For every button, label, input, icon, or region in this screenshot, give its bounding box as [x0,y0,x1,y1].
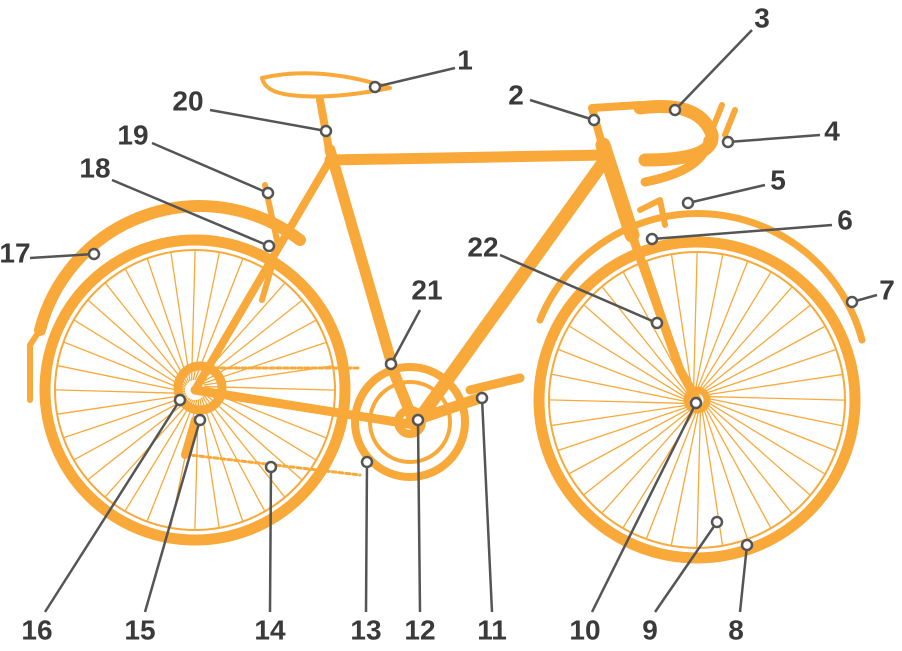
callout-dot [683,198,693,208]
callout-dot [723,137,733,147]
callout-line [655,522,717,612]
spoke [551,405,688,426]
callout-dot [647,234,657,244]
bicycle-illustration [30,73,862,558]
callout-number: 18 [79,152,110,183]
callout-dot [370,82,380,92]
spoke [706,374,843,395]
callout-number: 11 [477,614,507,645]
spoke [57,395,186,414]
spoke [694,252,698,391]
spokes [55,250,845,548]
callout-dot [266,462,276,472]
callout-dot [321,126,331,136]
spoke [707,402,825,474]
callout-dot [691,398,701,408]
callout-line [652,225,832,239]
callout-number: 21 [411,274,442,305]
spoke [706,405,792,513]
callout-number: 14 [254,614,286,645]
callout-number: 13 [350,614,381,645]
rear-fender-tail [30,330,40,400]
callout-dot [742,540,752,550]
callout-number: 8 [728,614,744,645]
callout-dot [263,188,273,198]
spoke [697,261,748,390]
callout-number: 1 [457,44,473,75]
spoke [706,403,810,495]
spoke [697,409,701,548]
spoke [707,400,836,451]
spoke [558,349,687,400]
callout-dot [362,457,372,467]
spoke [602,287,688,395]
spoke [646,410,697,539]
spoke [706,397,845,401]
callout-dot [477,393,487,403]
callout-dot [413,415,423,425]
callout-number: 12 [404,614,435,645]
top-tube [330,155,605,160]
spoke [699,272,771,390]
callout-line [152,143,268,193]
spoke [74,320,185,388]
callout-line [270,467,271,612]
callout-dot [847,297,857,307]
spoke [63,342,185,390]
callout-line [391,310,420,364]
callout-number: 7 [879,274,895,305]
callout-number: 15 [124,614,155,645]
spoke [171,252,190,381]
callout-number: 20 [172,85,203,116]
callout-line [375,68,455,87]
callout-dot [89,249,99,259]
callout-dot [386,359,396,369]
callout-number: 22 [467,231,498,262]
callout-line [482,398,492,612]
pedal [470,378,520,390]
spoke [88,300,186,387]
callout-number: 4 [824,115,840,146]
spoke [55,390,186,394]
spoke [584,409,692,495]
callout-number: 16 [21,614,52,645]
callout-line [688,185,765,203]
callout-dot [652,318,662,328]
spoke [88,399,190,480]
callout-line [418,420,420,612]
callout-number: 17 [0,237,31,268]
callout-number: 2 [508,79,524,110]
callout-line [675,30,752,110]
callout-dot [175,395,185,405]
spoke [549,400,688,404]
callout-number: 19 [117,119,148,150]
callout-dot [195,415,205,425]
head-tube [603,145,632,235]
callout-line [210,110,326,131]
spoke [204,395,285,497]
callout-line [45,400,180,612]
callout-line [145,420,200,612]
callout-line [366,462,367,612]
callout-dot [264,241,274,251]
spoke [105,283,186,385]
spoke [192,250,196,381]
front-fender [540,214,862,340]
callout-number: 9 [642,614,658,645]
spoke [702,305,810,391]
callout-dot [670,105,680,115]
callout-number: 5 [770,164,786,195]
callout-dot [712,517,722,527]
callout-number: 3 [754,2,770,33]
callout-line [728,135,820,142]
callout-line [530,100,594,120]
callout-dot [589,115,599,125]
callout-number: 6 [837,204,853,235]
derailleur [185,420,195,455]
spoke [700,287,792,391]
callout-number: 10 [569,614,600,645]
stem [592,105,640,148]
bicycle-diagram: 12345678910111213141516171819202122 [0,0,902,651]
